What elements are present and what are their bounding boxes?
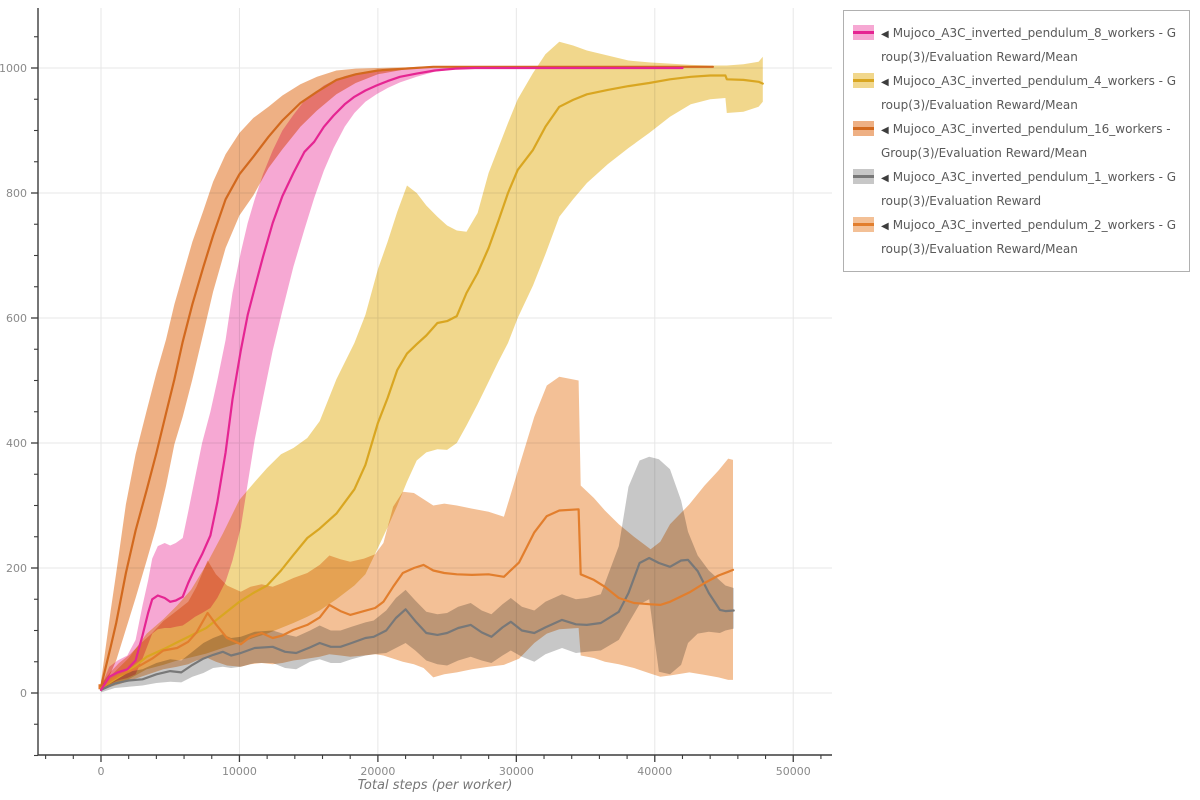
- line-1_workers[interactable]: [99, 556, 735, 691]
- y-tick-label: 400: [6, 437, 27, 450]
- x-tick-label: 30000: [499, 765, 534, 778]
- legend-marker-8_workers: [853, 25, 874, 40]
- legend-item-4_workers[interactable]: ◀ Mujoco_A3C_inverted_pendulum_4_workers …: [853, 70, 1181, 116]
- legend-item-1_workers[interactable]: ◀ Mujoco_A3C_inverted_pendulum_1_workers …: [853, 166, 1181, 212]
- y-tick-label: 1000: [0, 62, 27, 75]
- series-lines: [99, 65, 764, 691]
- legend-item-16_workers[interactable]: ◀ Mujoco_A3C_inverted_pendulum_16_workers…: [853, 118, 1181, 164]
- line-8_workers[interactable]: [99, 66, 684, 691]
- x-tick-label: 20000: [360, 765, 395, 778]
- x-tick-label: 0: [97, 765, 104, 778]
- line-4_workers[interactable]: [99, 74, 764, 690]
- legend-label: ◀ Mujoco_A3C_inverted_pendulum_2_workers …: [881, 218, 1177, 256]
- left-triangle-icon: ◀: [881, 125, 889, 136]
- x-axis-title: Total steps (per worker): [358, 778, 513, 793]
- line-16_workers[interactable]: [99, 65, 714, 688]
- y-tick-label: 800: [6, 187, 27, 200]
- line-2_workers[interactable]: [99, 508, 735, 690]
- legend-marker-2_workers: [853, 217, 874, 232]
- legend-label: ◀ Mujoco_A3C_inverted_pendulum_16_workers…: [881, 122, 1171, 160]
- band-2_workers: [101, 376, 733, 691]
- y-tick-label: 600: [6, 312, 27, 325]
- legend-label: ◀ Mujoco_A3C_inverted_pendulum_8_workers …: [881, 26, 1177, 64]
- x-tick-label: 10000: [222, 765, 257, 778]
- left-triangle-icon: ◀: [881, 29, 889, 40]
- legend: ◀ Mujoco_A3C_inverted_pendulum_8_workers …: [843, 10, 1190, 272]
- left-triangle-icon: ◀: [881, 173, 889, 184]
- legend-item-2_workers[interactable]: ◀ Mujoco_A3C_inverted_pendulum_2_workers …: [853, 214, 1181, 260]
- y-tick-label: 200: [6, 562, 27, 575]
- x-tick-label: 40000: [637, 765, 672, 778]
- legend-marker-1_workers: [853, 169, 874, 184]
- axes: 0 10000 20000 30000 40000 50000 0 200 400 600 800 1…: [0, 8, 832, 778]
- left-triangle-icon: ◀: [881, 77, 889, 88]
- x-tick-label: 50000: [776, 765, 811, 778]
- left-triangle-icon: ◀: [881, 221, 889, 232]
- legend-label: ◀ Mujoco_A3C_inverted_pendulum_4_workers …: [881, 74, 1177, 112]
- legend-label: ◀ Mujoco_A3C_inverted_pendulum_1_workers …: [881, 170, 1177, 208]
- legend-marker-16_workers: [853, 121, 874, 136]
- confidence-bands: [101, 41, 763, 693]
- y-tick-label: 0: [20, 687, 27, 700]
- legend-item-8_workers[interactable]: ◀ Mujoco_A3C_inverted_pendulum_8_workers …: [853, 22, 1181, 68]
- legend-marker-4_workers: [853, 73, 874, 88]
- band-4_workers: [101, 41, 763, 691]
